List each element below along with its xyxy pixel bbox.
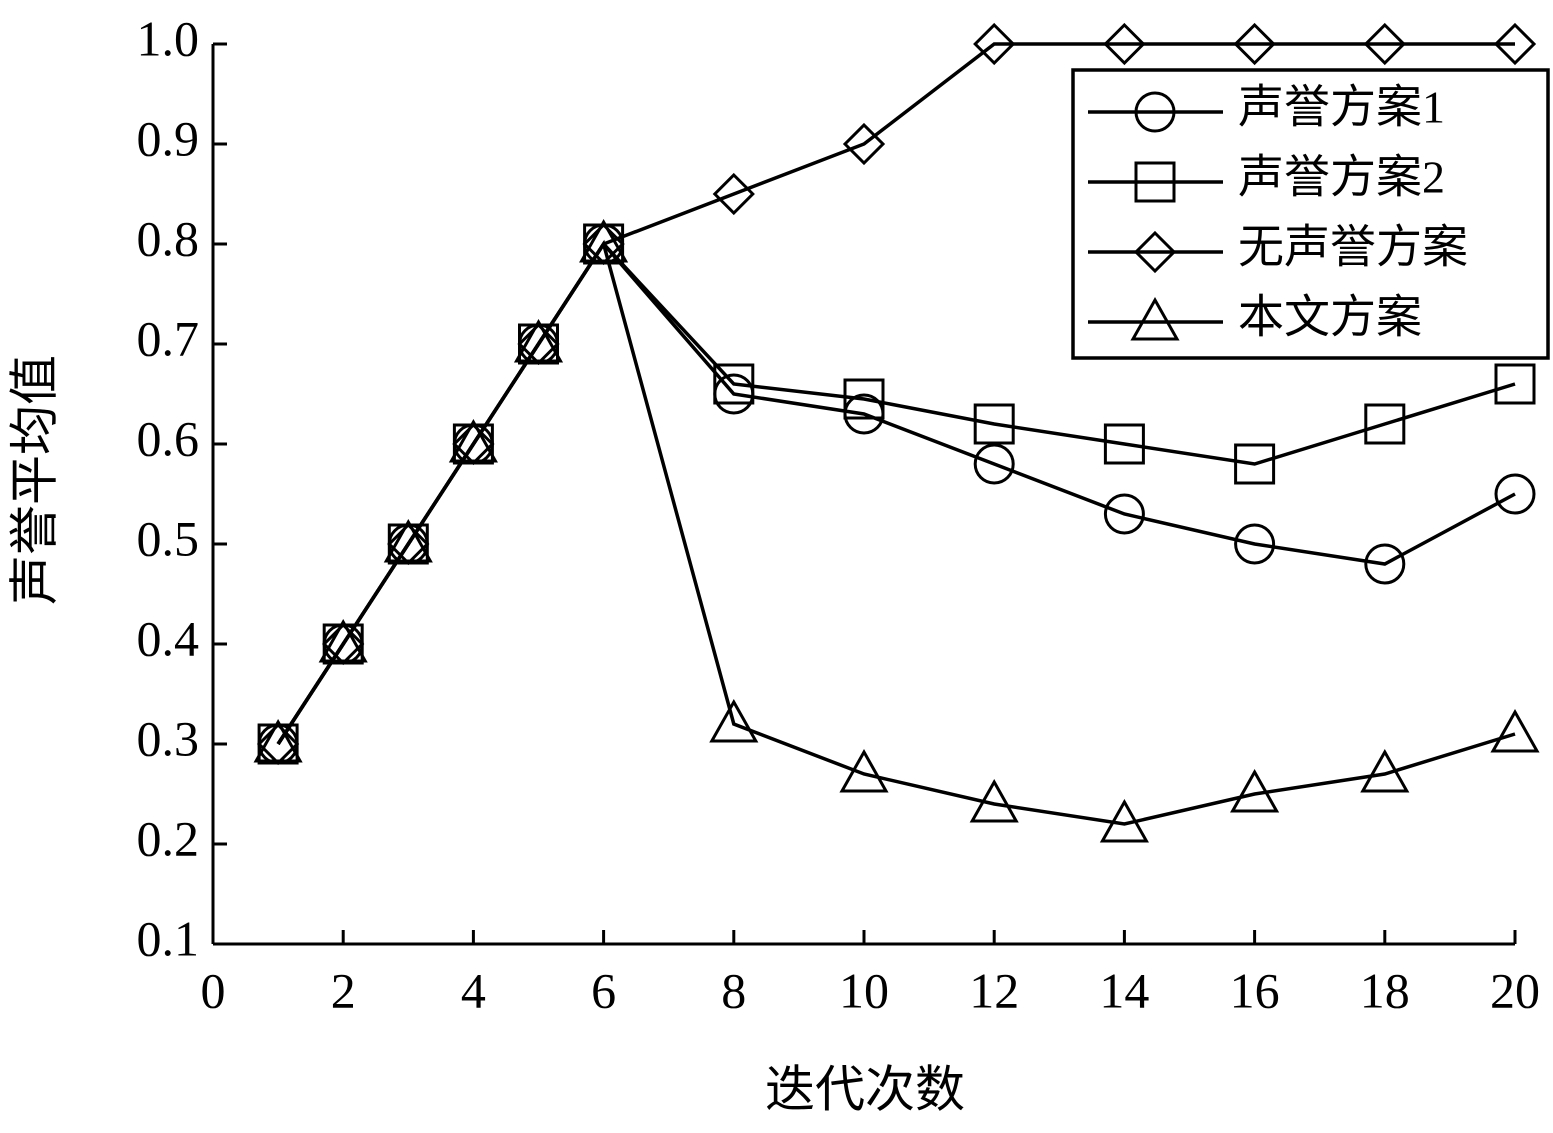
x-tick-label: 8 — [721, 962, 746, 1018]
marker — [513, 318, 564, 363]
x-tick-label: 20 — [1490, 962, 1540, 1018]
series-line — [276, 239, 1516, 826]
x-tick-label: 0 — [201, 962, 226, 1018]
marker — [712, 172, 755, 216]
y-tick-label: 1.0 — [137, 10, 200, 66]
marker — [843, 378, 885, 420]
legend-marker — [1134, 91, 1176, 133]
marker — [1103, 423, 1145, 465]
marker — [1364, 403, 1406, 445]
legend-marker — [1130, 296, 1180, 341]
marker — [256, 722, 300, 766]
marker — [1230, 768, 1280, 813]
marker — [517, 322, 560, 366]
x-tick-label: 14 — [1099, 962, 1149, 1018]
legend-marker — [1133, 230, 1177, 274]
marker — [973, 403, 1015, 445]
y-tick-label: 0.8 — [137, 210, 200, 266]
marker — [582, 222, 625, 266]
marker — [1494, 363, 1536, 405]
marker — [383, 518, 433, 563]
marker — [1103, 493, 1145, 535]
y-tick-label: 0.5 — [137, 510, 200, 566]
legend-box — [1071, 68, 1550, 360]
y-tick-label: 0.4 — [137, 610, 200, 666]
marker — [1360, 748, 1410, 793]
x-tick-label: 4 — [461, 962, 486, 1018]
x-axis-label: 迭代次数 — [765, 1061, 965, 1117]
marker — [318, 618, 368, 663]
marker — [1233, 22, 1276, 66]
marker — [839, 748, 889, 793]
x-tick-label: 12 — [969, 962, 1019, 1018]
marker — [1234, 443, 1276, 485]
y-tick-label: 0.2 — [137, 810, 200, 866]
legend-text: 声誉方案1 — [1238, 82, 1445, 133]
legend-marker — [1134, 161, 1176, 203]
y-tick-label: 0.6 — [137, 410, 200, 466]
x-tick-label: 16 — [1230, 962, 1280, 1018]
marker — [253, 718, 303, 763]
marker — [1099, 798, 1149, 843]
marker — [969, 778, 1019, 823]
marker — [1364, 543, 1406, 585]
marker — [452, 422, 495, 466]
legend-text: 声誉方案2 — [1238, 152, 1445, 203]
y-axis-label: 声誉平均值 — [6, 355, 62, 605]
marker — [973, 22, 1016, 66]
legend-text: 本文方案 — [1238, 292, 1422, 343]
x-tick-label: 10 — [839, 962, 889, 1018]
marker — [709, 698, 759, 743]
y-tick-label: 0.9 — [137, 110, 200, 166]
marker — [842, 122, 886, 166]
marker — [1103, 22, 1146, 66]
legend-text: 无声誉方案 — [1238, 222, 1468, 273]
x-tick-label: 2 — [331, 962, 356, 1018]
marker — [579, 218, 629, 263]
x-tick-label: 6 — [591, 962, 616, 1018]
marker — [1490, 708, 1540, 753]
marker — [973, 443, 1015, 485]
marker — [448, 418, 498, 463]
marker — [1494, 473, 1536, 515]
marker — [322, 622, 365, 666]
marker — [713, 363, 755, 405]
y-tick-label: 0.1 — [137, 910, 200, 966]
x-tick-label: 18 — [1360, 962, 1410, 1018]
y-tick-label: 0.7 — [137, 310, 200, 366]
marker — [1493, 22, 1537, 66]
y-tick-label: 0.3 — [137, 710, 200, 766]
marker — [1363, 22, 1406, 66]
marker — [387, 522, 430, 566]
marker — [1234, 523, 1276, 565]
